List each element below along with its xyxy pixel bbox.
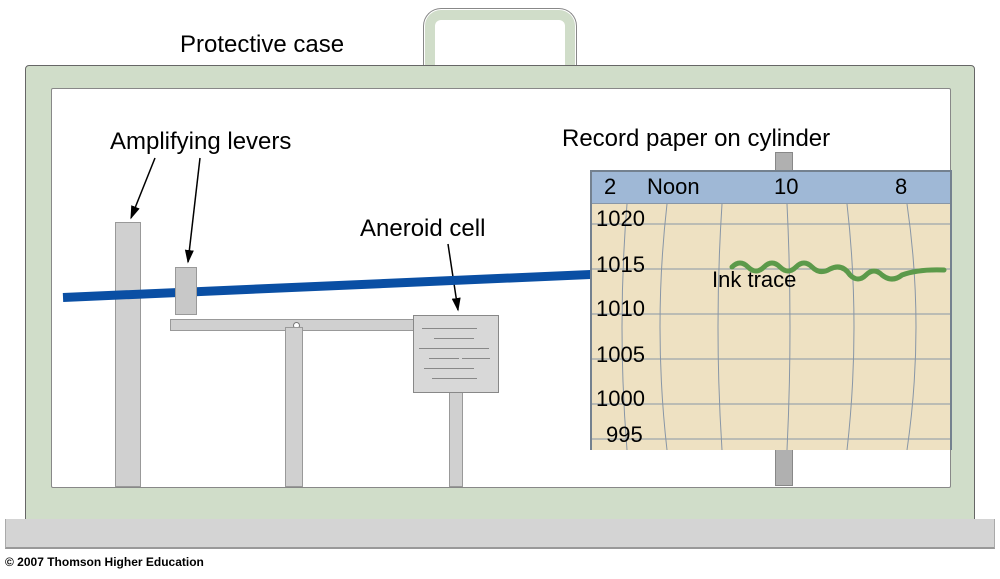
label-record-paper: Record paper on cylinder (562, 125, 830, 153)
pressure-label: 1000 (596, 386, 645, 412)
cell-ridge (434, 338, 474, 339)
paper-grid-body: 1020 1015 1010 1005 1000 995 Ink trace (592, 204, 950, 450)
time-label: 8 (895, 174, 907, 200)
pressure-label: 995 (606, 422, 643, 448)
cell-ridge (429, 358, 459, 359)
support-bar-vertical (285, 327, 303, 487)
label-ink-trace: Ink trace (712, 267, 796, 293)
base-plate (5, 519, 995, 549)
time-label: 10 (774, 174, 798, 200)
copyright-text: © 2007 Thomson Higher Education (5, 555, 204, 569)
paper-time-header: 2 Noon 10 8 (592, 172, 950, 204)
pressure-label: 1020 (596, 206, 645, 232)
record-paper: 2 Noon 10 8 1020 1015 1010 1005 1000 995… (590, 170, 952, 450)
pressure-label: 1005 (596, 342, 645, 368)
cylinder-axle-top (775, 152, 793, 172)
cylinder-axle-bottom (775, 448, 793, 486)
pressure-label: 1015 (596, 252, 645, 278)
amplifying-lever-2 (175, 267, 197, 315)
time-label: 2 (604, 174, 616, 200)
pressure-label: 1010 (596, 296, 645, 322)
amplifying-lever-1 (115, 222, 141, 487)
cell-ridge (419, 348, 489, 349)
label-protective-case: Protective case (180, 31, 344, 59)
label-amplifying-levers: Amplifying levers (110, 128, 291, 156)
cell-ridge (424, 368, 474, 369)
cell-ridge (422, 328, 477, 329)
cell-ridge (432, 378, 477, 379)
cell-ridge (462, 358, 490, 359)
time-label: Noon (647, 174, 700, 200)
aneroid-stem (449, 386, 463, 487)
aneroid-cell (413, 315, 499, 393)
label-aneroid-cell: Aneroid cell (360, 215, 485, 243)
paper-grid-svg (592, 204, 950, 450)
